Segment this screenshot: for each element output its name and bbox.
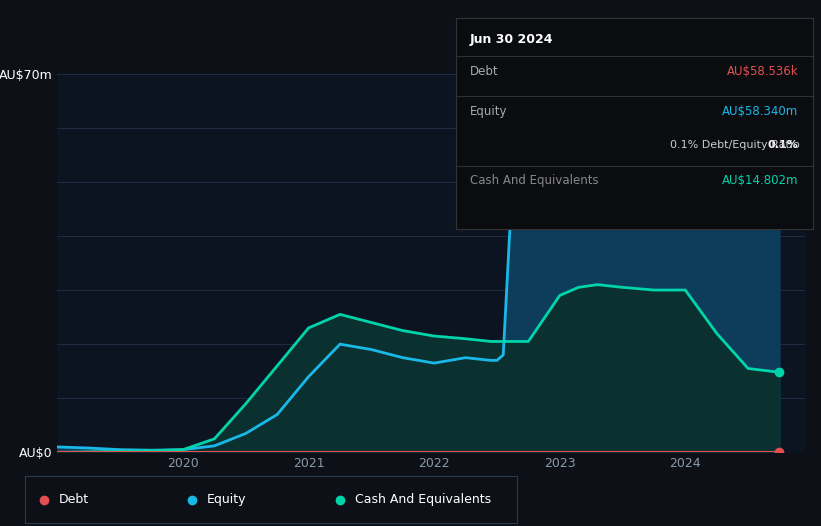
Text: 0.1%: 0.1%	[768, 140, 799, 150]
Text: Debt: Debt	[59, 493, 89, 506]
Text: 0.1% Debt/Equity Ratio: 0.1% Debt/Equity Ratio	[670, 140, 800, 150]
Text: Cash And Equivalents: Cash And Equivalents	[355, 493, 491, 506]
Text: Equity: Equity	[207, 493, 246, 506]
Text: Debt: Debt	[470, 65, 498, 78]
Text: AU$58.536k: AU$58.536k	[727, 65, 799, 78]
Text: Equity: Equity	[470, 105, 507, 118]
Text: Jun 30 2024: Jun 30 2024	[470, 33, 553, 46]
Text: AU$14.802m: AU$14.802m	[722, 174, 799, 187]
Text: Cash And Equivalents: Cash And Equivalents	[470, 174, 599, 187]
Text: AU$58.340m: AU$58.340m	[722, 105, 799, 118]
